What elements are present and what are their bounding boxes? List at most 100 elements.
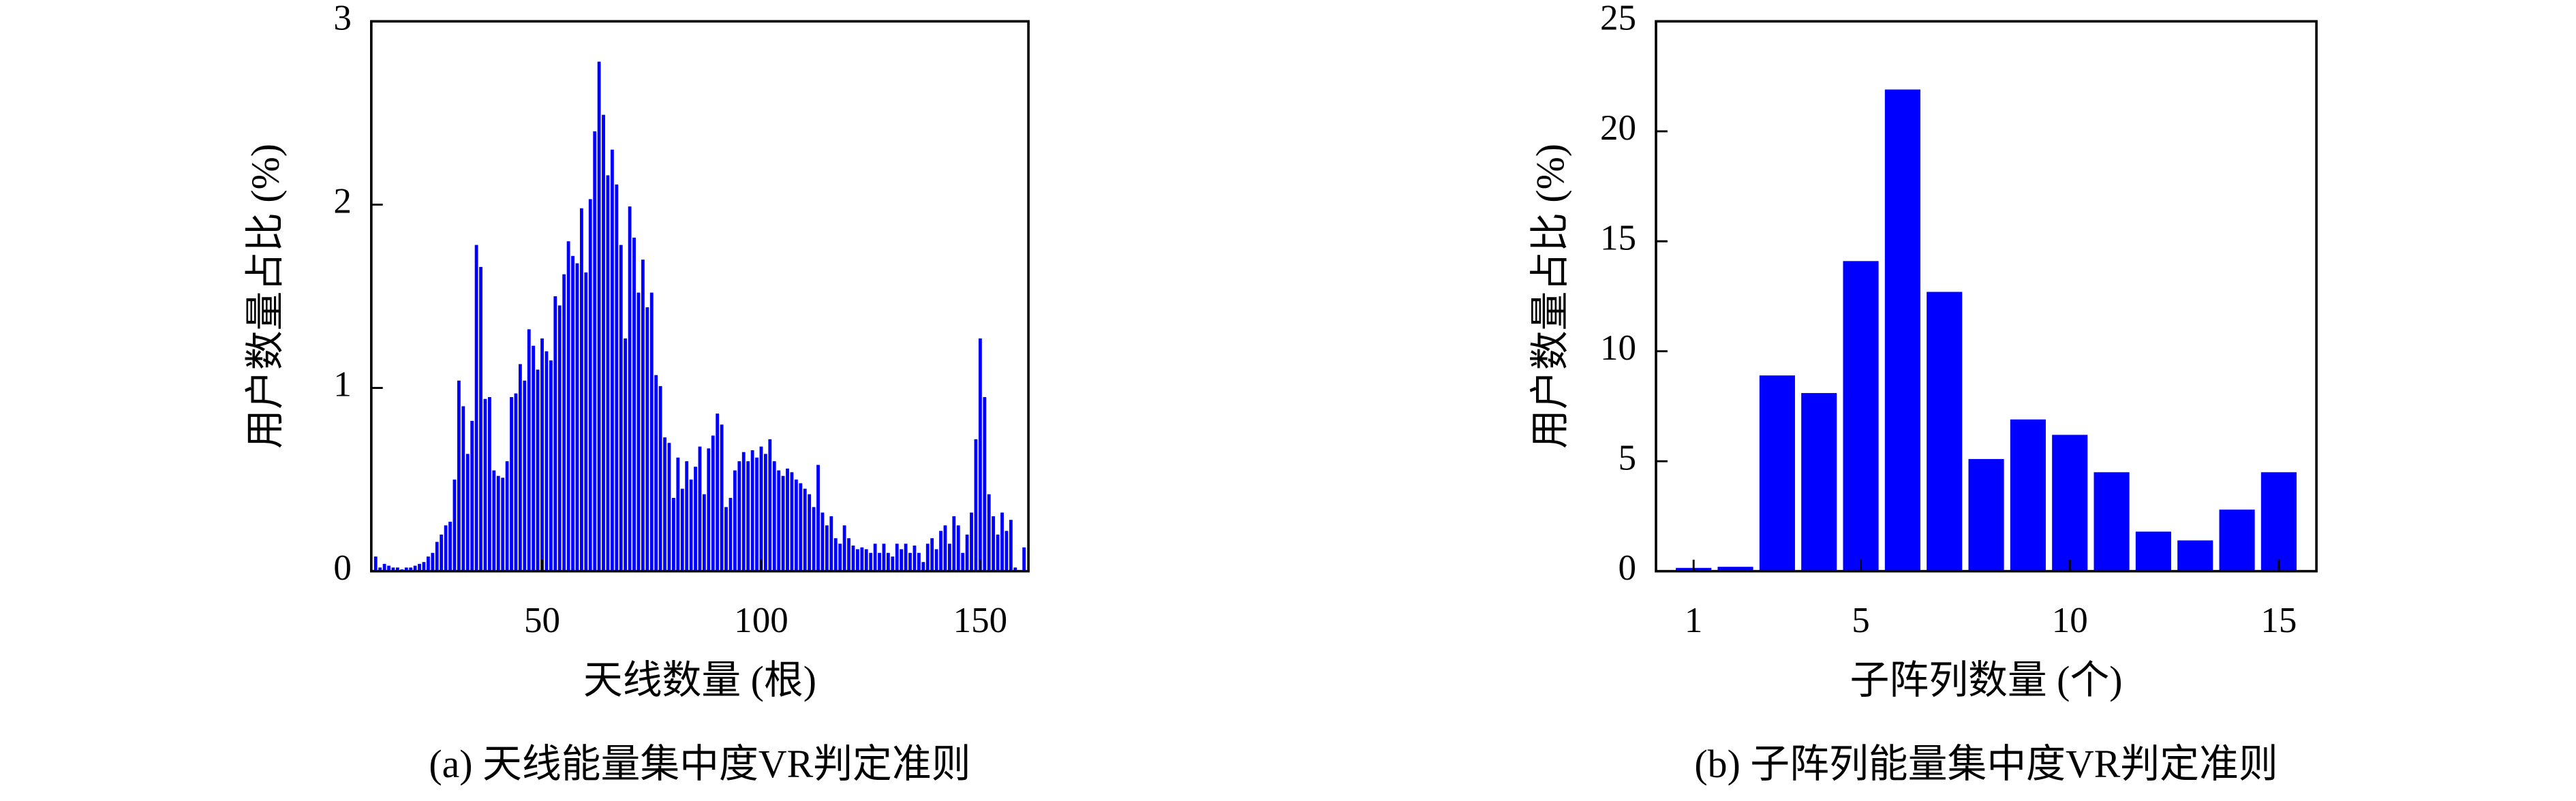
bar	[487, 396, 491, 571]
bar	[1022, 547, 1026, 571]
bar	[1843, 261, 1879, 571]
bar	[2219, 509, 2255, 571]
bar	[649, 292, 654, 571]
bar	[741, 452, 746, 571]
bar	[930, 538, 934, 571]
bar	[886, 552, 890, 571]
x-axis-label: 天线数量 (根)	[583, 658, 816, 702]
bar	[404, 567, 408, 571]
bar	[1927, 292, 1963, 571]
bar	[864, 549, 868, 571]
bar	[768, 439, 772, 571]
y-tick-label: 1	[333, 365, 352, 405]
bar	[970, 512, 973, 571]
bar	[492, 470, 496, 571]
bar	[794, 480, 798, 571]
bar	[571, 255, 574, 571]
bar	[615, 184, 619, 571]
x-tick-label: 10	[2052, 601, 2088, 640]
bar	[514, 393, 518, 571]
bar	[632, 237, 636, 571]
y-axis-label: 用户数量占比 (%)	[1528, 144, 1572, 449]
bar	[382, 563, 386, 571]
bar	[1801, 393, 1837, 571]
x-tick-label: 1	[1685, 601, 1703, 640]
bar	[619, 245, 623, 571]
bar	[992, 516, 996, 571]
bar	[523, 380, 527, 571]
bar	[540, 338, 544, 571]
bar	[1000, 512, 1004, 571]
bar	[527, 329, 531, 571]
y-tick-label: 0	[1619, 548, 1637, 588]
bar	[510, 396, 513, 571]
bar	[409, 567, 413, 571]
bar	[536, 369, 540, 571]
bar	[1884, 89, 1920, 571]
caption: (b) 子阵列能量集中度VR判定准则	[1694, 742, 2278, 786]
bar	[575, 263, 579, 571]
bar	[720, 424, 724, 571]
bar	[803, 488, 807, 571]
bar	[501, 477, 505, 571]
bar	[869, 552, 873, 571]
bar	[588, 199, 592, 571]
bar	[900, 549, 904, 571]
bar	[431, 552, 435, 571]
bar	[671, 497, 675, 571]
bar	[847, 538, 850, 571]
bar	[654, 375, 658, 571]
bar	[829, 516, 833, 571]
bar	[418, 563, 421, 571]
bar	[772, 461, 776, 571]
bar	[855, 549, 859, 571]
bar	[557, 305, 562, 571]
bar	[812, 507, 816, 571]
bar	[711, 435, 715, 571]
x-axis-label: 子阵列数量 (个)	[1850, 658, 2123, 702]
bar	[808, 494, 812, 571]
bar	[860, 547, 864, 571]
bar	[680, 488, 684, 571]
bar	[799, 483, 803, 571]
bar	[790, 472, 794, 571]
bar	[479, 266, 482, 571]
bar	[597, 61, 601, 571]
bar	[483, 398, 487, 571]
bar	[378, 567, 382, 571]
bar	[685, 461, 689, 571]
bar	[444, 525, 448, 571]
bar	[759, 446, 763, 571]
bar	[882, 544, 886, 571]
bar	[943, 525, 947, 571]
bar	[602, 114, 605, 571]
bar	[842, 525, 846, 571]
bar	[658, 386, 662, 571]
bar	[440, 534, 444, 571]
bar	[947, 544, 951, 571]
bar	[777, 470, 781, 571]
bar	[426, 556, 430, 571]
y-tick-label: 25	[1600, 0, 1636, 37]
bar	[781, 475, 785, 571]
bar	[746, 461, 750, 571]
bar	[737, 461, 741, 571]
bar	[593, 131, 597, 571]
bar	[579, 208, 583, 571]
bar	[413, 565, 417, 571]
bar	[891, 556, 895, 571]
bar	[2135, 531, 2171, 571]
bar	[956, 525, 960, 571]
bar	[448, 521, 452, 571]
bar	[878, 552, 881, 571]
bar	[987, 494, 991, 571]
bar	[873, 544, 877, 571]
bar	[645, 307, 649, 571]
bar	[518, 364, 522, 571]
bar	[825, 525, 829, 571]
bar	[750, 450, 754, 571]
bar	[2010, 419, 2046, 571]
bar	[983, 396, 987, 571]
x-tick-label: 5	[1852, 601, 1870, 640]
bar	[1968, 458, 2004, 571]
